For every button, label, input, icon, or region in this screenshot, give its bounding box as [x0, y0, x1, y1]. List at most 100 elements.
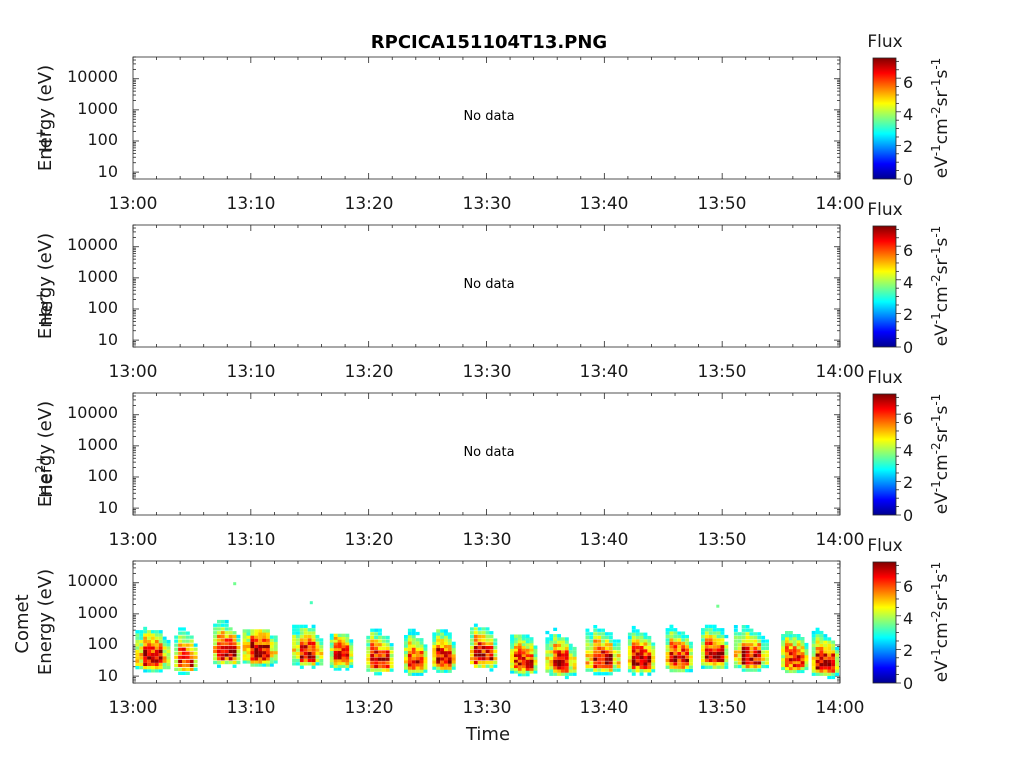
spectrogram-cell	[568, 672, 573, 676]
spectrogram-cell	[444, 663, 448, 667]
spectrogram-cell	[720, 665, 725, 669]
spectrogram-cell	[669, 645, 674, 649]
spectrogram-cell	[266, 660, 270, 664]
spectrogram-cell	[545, 630, 550, 635]
spectrogram-cell	[724, 655, 729, 659]
spectrogram-cell	[296, 658, 300, 663]
spectrogram-cell	[517, 651, 522, 655]
spectrogram-cell	[440, 629, 444, 633]
spectrogram-cell	[174, 647, 179, 651]
spectrogram-cell	[815, 672, 820, 676]
spectrogram-cell	[262, 638, 266, 642]
spectrogram-cell	[242, 651, 247, 655]
colorbar-minor-ticks	[896, 564, 901, 684]
spectrogram-cell	[704, 662, 709, 666]
spectrogram-cell	[612, 668, 617, 672]
spectrogram-cell	[831, 659, 836, 664]
spectrogram-cell	[299, 638, 304, 642]
spectrogram-cell	[311, 631, 316, 635]
colorbar-units: eV-1cm-2sr-1s-1	[929, 562, 952, 683]
spectrogram-cell	[631, 625, 636, 630]
spectrogram-cell	[224, 642, 229, 646]
spectrogram-cell	[470, 653, 474, 657]
spectrogram-cell	[704, 665, 709, 669]
spectrogram-cell	[781, 648, 785, 653]
spectrogram-cell	[737, 650, 742, 654]
spectrogram-cell	[788, 648, 793, 653]
spectrogram-cell	[319, 645, 324, 649]
spectrogram-cell	[647, 659, 652, 663]
spectrogram-cell	[366, 635, 371, 640]
spectrogram-cell	[451, 663, 456, 667]
spectrogram-cell	[677, 638, 682, 642]
colorbar-units: eV-1cm-2sr-1s-1	[929, 394, 952, 515]
spectrogram-cell	[135, 649, 140, 653]
spectrogram-cell	[639, 669, 644, 673]
spectrogram-cell	[681, 648, 686, 652]
spectrogram-cell	[677, 645, 682, 649]
spectrogram-cell	[254, 641, 259, 645]
spectrogram-cell	[811, 659, 816, 664]
spectrogram-cell	[415, 647, 420, 651]
spectrogram-cell	[296, 648, 300, 652]
spectrogram-cell	[174, 655, 179, 659]
spectrogram-cell	[608, 657, 613, 661]
spectrogram-cell	[232, 631, 237, 635]
spectrogram-cell	[419, 650, 424, 654]
spectrogram-cell	[669, 624, 674, 628]
spectrogram-cell	[158, 652, 163, 657]
spectrogram-cell	[685, 662, 689, 666]
spectrogram-cell	[292, 651, 296, 656]
xtick-label: 14:00	[816, 530, 865, 550]
spectrogram-cell	[741, 625, 746, 629]
spectrogram-cell	[366, 650, 371, 654]
xtick-label: 13:00	[109, 194, 158, 214]
spectrogram-cell	[262, 657, 266, 661]
spectrogram-cell	[158, 669, 163, 673]
spectrogram-cell	[232, 649, 237, 653]
spectrogram-cell	[329, 661, 334, 666]
spectrogram-cell	[489, 634, 494, 639]
spectrogram-cell	[827, 672, 832, 676]
spectrogram-cell	[514, 637, 518, 641]
spectrogram-cell	[185, 639, 190, 643]
spectrogram-cell	[262, 663, 266, 667]
xtick-label: 13:30	[463, 194, 512, 214]
spectrogram-cell	[440, 663, 444, 667]
spectrogram-cell	[627, 642, 632, 646]
spectrogram-cell	[529, 648, 534, 652]
spectrogram-cell	[236, 657, 241, 661]
spectrogram-cell	[681, 631, 686, 635]
spectrogram-cell	[139, 646, 144, 650]
spectrogram-cell	[292, 631, 296, 635]
spectrogram-cell	[473, 642, 478, 646]
spectrogram-cell	[701, 634, 705, 639]
spectrogram-cell	[724, 648, 729, 652]
spectrogram-cell	[193, 655, 198, 659]
spectrogram-cell	[514, 653, 518, 657]
spectrogram-cell	[143, 646, 148, 650]
spectrogram-cell	[572, 672, 577, 676]
spectrogram-cell	[254, 632, 259, 636]
spectrogram-cell	[407, 660, 412, 664]
ytick-label: 10	[98, 330, 118, 349]
spectrogram-cell	[135, 646, 140, 650]
y-axis-species: H	[36, 139, 57, 153]
spectrogram-cell	[143, 659, 148, 663]
spectrogram-cell	[585, 650, 590, 654]
spectrogram-cell	[411, 635, 416, 639]
y-axis-units: Energy (eV)	[35, 233, 56, 339]
spectrogram-cell	[757, 654, 762, 658]
panel-he-plus: 10000 1000 100 10 13:00 13:10 13:20 13:3…	[34, 200, 952, 382]
spectrogram-cell	[182, 651, 186, 655]
spectrogram-cell	[143, 639, 148, 644]
spectrogram-cell	[564, 663, 569, 667]
plot-area	[133, 57, 840, 179]
spectrogram-cell	[381, 643, 386, 647]
spectrogram-cell	[745, 639, 750, 643]
spectrogram-cell	[589, 639, 594, 643]
spectrogram-cell	[407, 650, 412, 654]
spectrogram-cell	[489, 642, 494, 646]
spectrogram-cell	[481, 664, 486, 668]
spectrogram-cell	[549, 640, 554, 644]
